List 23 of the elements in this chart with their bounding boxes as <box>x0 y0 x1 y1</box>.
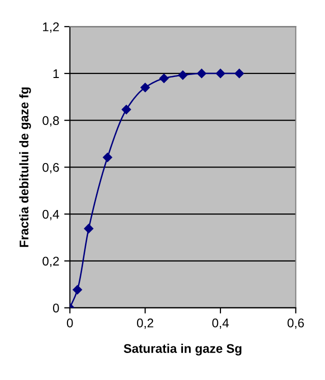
point <box>84 224 94 234</box>
point <box>216 68 226 78</box>
point <box>102 152 112 162</box>
point <box>234 68 244 78</box>
y-tick-label: 1,2 <box>43 22 59 33</box>
x-tick-label: 0 <box>66 318 73 328</box>
y-tick-label: 0,2 <box>42 256 59 268</box>
y-tick-label: 1 <box>53 69 59 78</box>
point <box>140 82 150 92</box>
point <box>178 70 188 80</box>
y-tick-label: 0,6 <box>42 163 59 174</box>
x-axis-title: Saturatia in gaze Sg <box>124 344 242 356</box>
y-tick-label: 0,4 <box>42 210 60 220</box>
y-axis-title: Fractia debitului de gaze fg <box>19 87 31 247</box>
y-tick-label: 0 <box>52 304 59 312</box>
point <box>122 104 131 114</box>
y-tick-label: 0,8 <box>42 116 59 126</box>
x-tick-label: 0,4 <box>212 318 229 329</box>
x-tick-label: 0,6 <box>288 318 304 329</box>
point <box>159 74 169 84</box>
point <box>197 68 206 78</box>
point <box>72 285 82 294</box>
x-tick-label: 0,2 <box>136 318 154 329</box>
